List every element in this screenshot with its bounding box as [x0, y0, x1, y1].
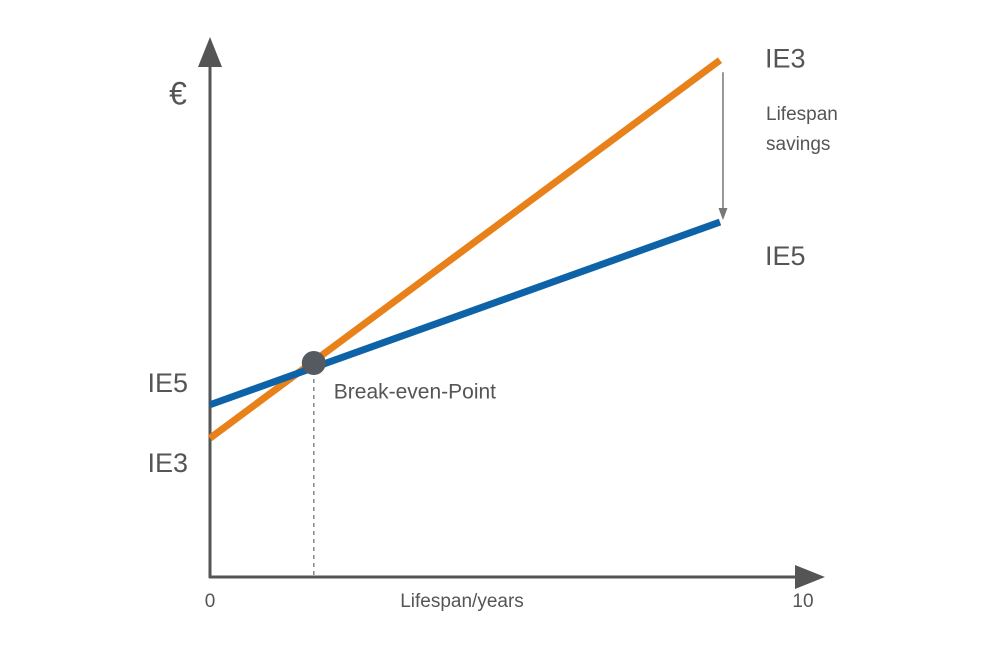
y-tick-label: IE3 — [147, 448, 188, 478]
y-axis-label: € — [169, 75, 187, 111]
x-tick-label: 10 — [792, 591, 813, 612]
x-axis-label: Lifespan/years — [400, 591, 524, 612]
y-tick-label: IE5 — [147, 368, 188, 398]
x-tick-label: 0 — [205, 591, 216, 612]
break-even-point — [301, 350, 326, 375]
series-label: IE3 — [765, 43, 806, 73]
annotation: Lifespan savings — [766, 104, 838, 155]
break-even-label: Break-even-Point — [334, 381, 496, 404]
series-line — [208, 218, 722, 409]
series-label: IE5 — [765, 241, 806, 271]
